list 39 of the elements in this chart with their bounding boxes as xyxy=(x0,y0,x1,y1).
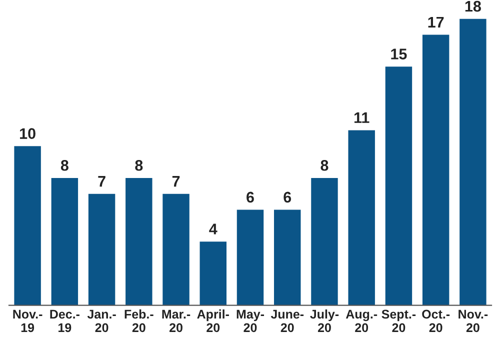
data-label: 6 xyxy=(246,192,254,203)
x-tick-label: Oct.- 20 xyxy=(422,310,450,332)
data-label: 6 xyxy=(284,192,292,203)
bar xyxy=(460,18,486,306)
x-tick-label: April- 20 xyxy=(197,309,229,332)
bar xyxy=(236,210,264,306)
x-tick-label: Aug.- 20 xyxy=(346,310,378,332)
data-label: 8 xyxy=(320,160,328,171)
data-label: 4 xyxy=(209,224,218,234)
bar xyxy=(274,210,301,306)
bar xyxy=(422,34,450,306)
x-tick-label: June- 20 xyxy=(270,310,304,332)
data-label: 11 xyxy=(354,112,370,123)
bar xyxy=(88,194,116,306)
data-label: 10 xyxy=(20,128,36,139)
data-label: 8 xyxy=(135,160,143,171)
bar xyxy=(51,178,78,306)
x-tick-label: Sept.- 20 xyxy=(382,310,416,332)
x-tick-label: Nov.- 19 xyxy=(13,310,42,332)
bar xyxy=(14,146,41,306)
bar xyxy=(126,178,152,306)
x-tick-label: May- 20 xyxy=(236,310,264,332)
x-tick-label: Dec.- 19 xyxy=(50,310,80,332)
bar xyxy=(200,242,226,306)
x-tick-label: Feb.- 20 xyxy=(124,309,154,332)
bar xyxy=(385,66,412,306)
data-label: 15 xyxy=(391,48,407,60)
data-label: 7 xyxy=(98,176,106,187)
x-tick-label: July- 20 xyxy=(310,309,339,332)
data-label: 7 xyxy=(172,176,180,187)
x-tick-label: Nov.- 20 xyxy=(458,310,488,332)
x-tick-label: Mar.- 20 xyxy=(162,310,190,332)
data-label: 18 xyxy=(465,0,481,12)
data-label: 8 xyxy=(60,160,68,171)
x-tick-label: Jan.- 20 xyxy=(87,310,116,332)
bar xyxy=(348,130,375,306)
data-label: 17 xyxy=(428,16,444,28)
bar xyxy=(162,194,190,306)
bar xyxy=(311,178,338,306)
